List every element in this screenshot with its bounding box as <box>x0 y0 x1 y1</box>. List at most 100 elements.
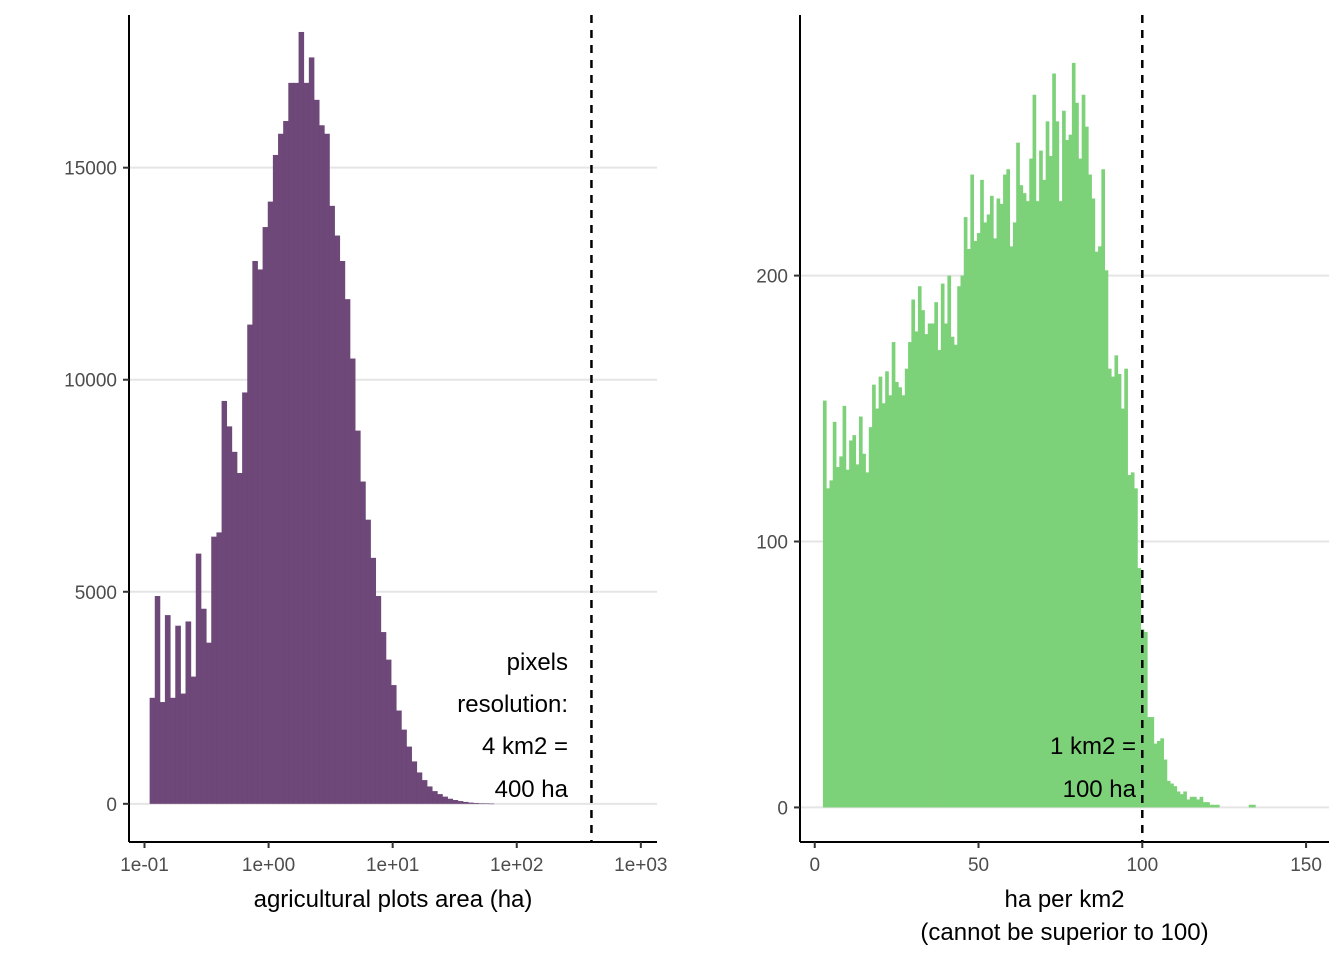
histogram-bar <box>1121 408 1125 808</box>
histogram-bar <box>308 57 315 804</box>
histogram-bar <box>339 260 346 804</box>
x-tick-label: 100 <box>1126 855 1158 876</box>
histogram-bar <box>329 205 335 804</box>
histogram-bar <box>360 481 366 804</box>
histogram-bar <box>1114 355 1119 808</box>
histogram-bar <box>1166 780 1171 808</box>
histogram-bar <box>1016 142 1020 808</box>
histogram-bar <box>976 233 981 808</box>
histogram-bar <box>1035 201 1040 808</box>
histogram-bar <box>396 710 402 804</box>
histogram-bar <box>983 222 988 808</box>
x-tick-label: 50 <box>968 855 989 876</box>
histogram-bar <box>960 275 965 808</box>
histogram-bar <box>1084 126 1089 808</box>
histogram-bar <box>1170 783 1174 808</box>
histogram-bar <box>185 621 192 804</box>
histogram-bar <box>370 557 377 804</box>
histogram-bar <box>1081 94 1086 808</box>
histogram-bar <box>385 659 392 804</box>
y-tick-label: 5000 <box>75 583 117 604</box>
histogram-bar <box>868 427 873 808</box>
histogram-bar <box>881 403 886 808</box>
histogram-bar <box>1042 179 1047 808</box>
histogram-bar <box>1127 475 1132 808</box>
histogram-bar <box>252 260 258 804</box>
histogram-bar <box>836 467 840 808</box>
histogram-bars <box>149 31 495 805</box>
histogram-bar <box>303 82 310 804</box>
histogram-bar <box>1179 794 1184 808</box>
histogram-bar <box>1026 201 1030 808</box>
histogram-bar <box>221 400 228 804</box>
histogram-bar <box>175 625 181 804</box>
histogram-bar <box>832 421 837 808</box>
histogram-bar <box>478 803 484 804</box>
histogram-bar <box>839 456 843 808</box>
histogram-bar <box>1088 174 1092 808</box>
x-tick-label: 1e+03 <box>614 855 667 876</box>
histogram-bar <box>211 536 217 804</box>
histogram-bar <box>986 214 991 808</box>
histogram-bar <box>190 676 197 804</box>
histogram-bar <box>257 269 264 804</box>
histogram-bar <box>365 519 371 804</box>
histogram-bar <box>865 472 870 808</box>
histogram-bar <box>1009 246 1014 808</box>
x-axis-subtitle: (cannot be superior to 100) <box>920 919 1208 946</box>
histogram-bar <box>1032 94 1037 808</box>
histogram-bar <box>963 217 968 808</box>
histogram-bars <box>822 62 1256 808</box>
histogram-bar <box>272 154 279 804</box>
histogram-bar <box>924 334 929 808</box>
histogram-bar <box>931 323 935 808</box>
right-histogram-panel: 1 km2 = 100 ha 0 100 200 0 50 100 150 ha per km2 (… <box>756 15 1329 946</box>
histogram-bar <box>1147 717 1151 808</box>
histogram-bar <box>829 480 834 808</box>
histogram-bar <box>1137 568 1142 808</box>
histogram-bar <box>488 803 495 805</box>
histogram-bar <box>1140 629 1145 808</box>
histogram-bar <box>421 780 428 804</box>
histogram-bar <box>1052 73 1056 808</box>
y-tick-label: 10000 <box>64 371 117 392</box>
histogram-bar <box>1107 368 1112 808</box>
annotation-line: 1 km2 = <box>1050 733 1136 760</box>
histogram-bar <box>908 342 912 808</box>
histogram-bar <box>878 376 883 808</box>
x-tick-label: 1e+02 <box>490 855 543 876</box>
histogram-bar <box>898 387 902 808</box>
histogram-bar <box>154 596 161 804</box>
histogram-bar <box>468 802 474 804</box>
histogram-bar <box>1075 102 1079 808</box>
histogram-bar <box>1248 804 1253 808</box>
histogram-bar <box>180 693 186 804</box>
histogram-bar <box>288 82 294 804</box>
histogram-bar <box>996 198 1001 808</box>
histogram-bar <box>1163 759 1168 808</box>
histogram-bar <box>1062 110 1066 808</box>
histogram-bar <box>980 179 984 808</box>
histogram-bar <box>473 802 479 804</box>
histogram-bar <box>283 121 289 804</box>
histogram-bar <box>921 310 925 808</box>
y-tick-label: 15000 <box>64 159 117 180</box>
histogram-bar <box>934 302 938 808</box>
histogram-bar <box>1055 121 1060 808</box>
histogram-bar <box>944 323 948 808</box>
histogram-bar <box>1199 796 1204 808</box>
histogram-bar <box>1143 631 1148 808</box>
histogram-bar <box>1212 804 1217 808</box>
x-axis-title: agricultural plots area (ha) <box>254 886 533 913</box>
histogram-bar <box>1048 155 1053 808</box>
x-axis-title: ha per km2 <box>1004 886 1124 913</box>
histogram-bar <box>901 395 906 808</box>
histogram-bar <box>845 469 850 808</box>
histogram-bar <box>904 368 909 808</box>
histogram-bar <box>1193 796 1197 808</box>
histogram-bar <box>1006 169 1011 808</box>
y-tick-label: 100 <box>756 533 788 554</box>
histogram-bar <box>236 473 243 804</box>
histogram-bar <box>826 488 830 808</box>
histogram-bar <box>1183 791 1187 808</box>
